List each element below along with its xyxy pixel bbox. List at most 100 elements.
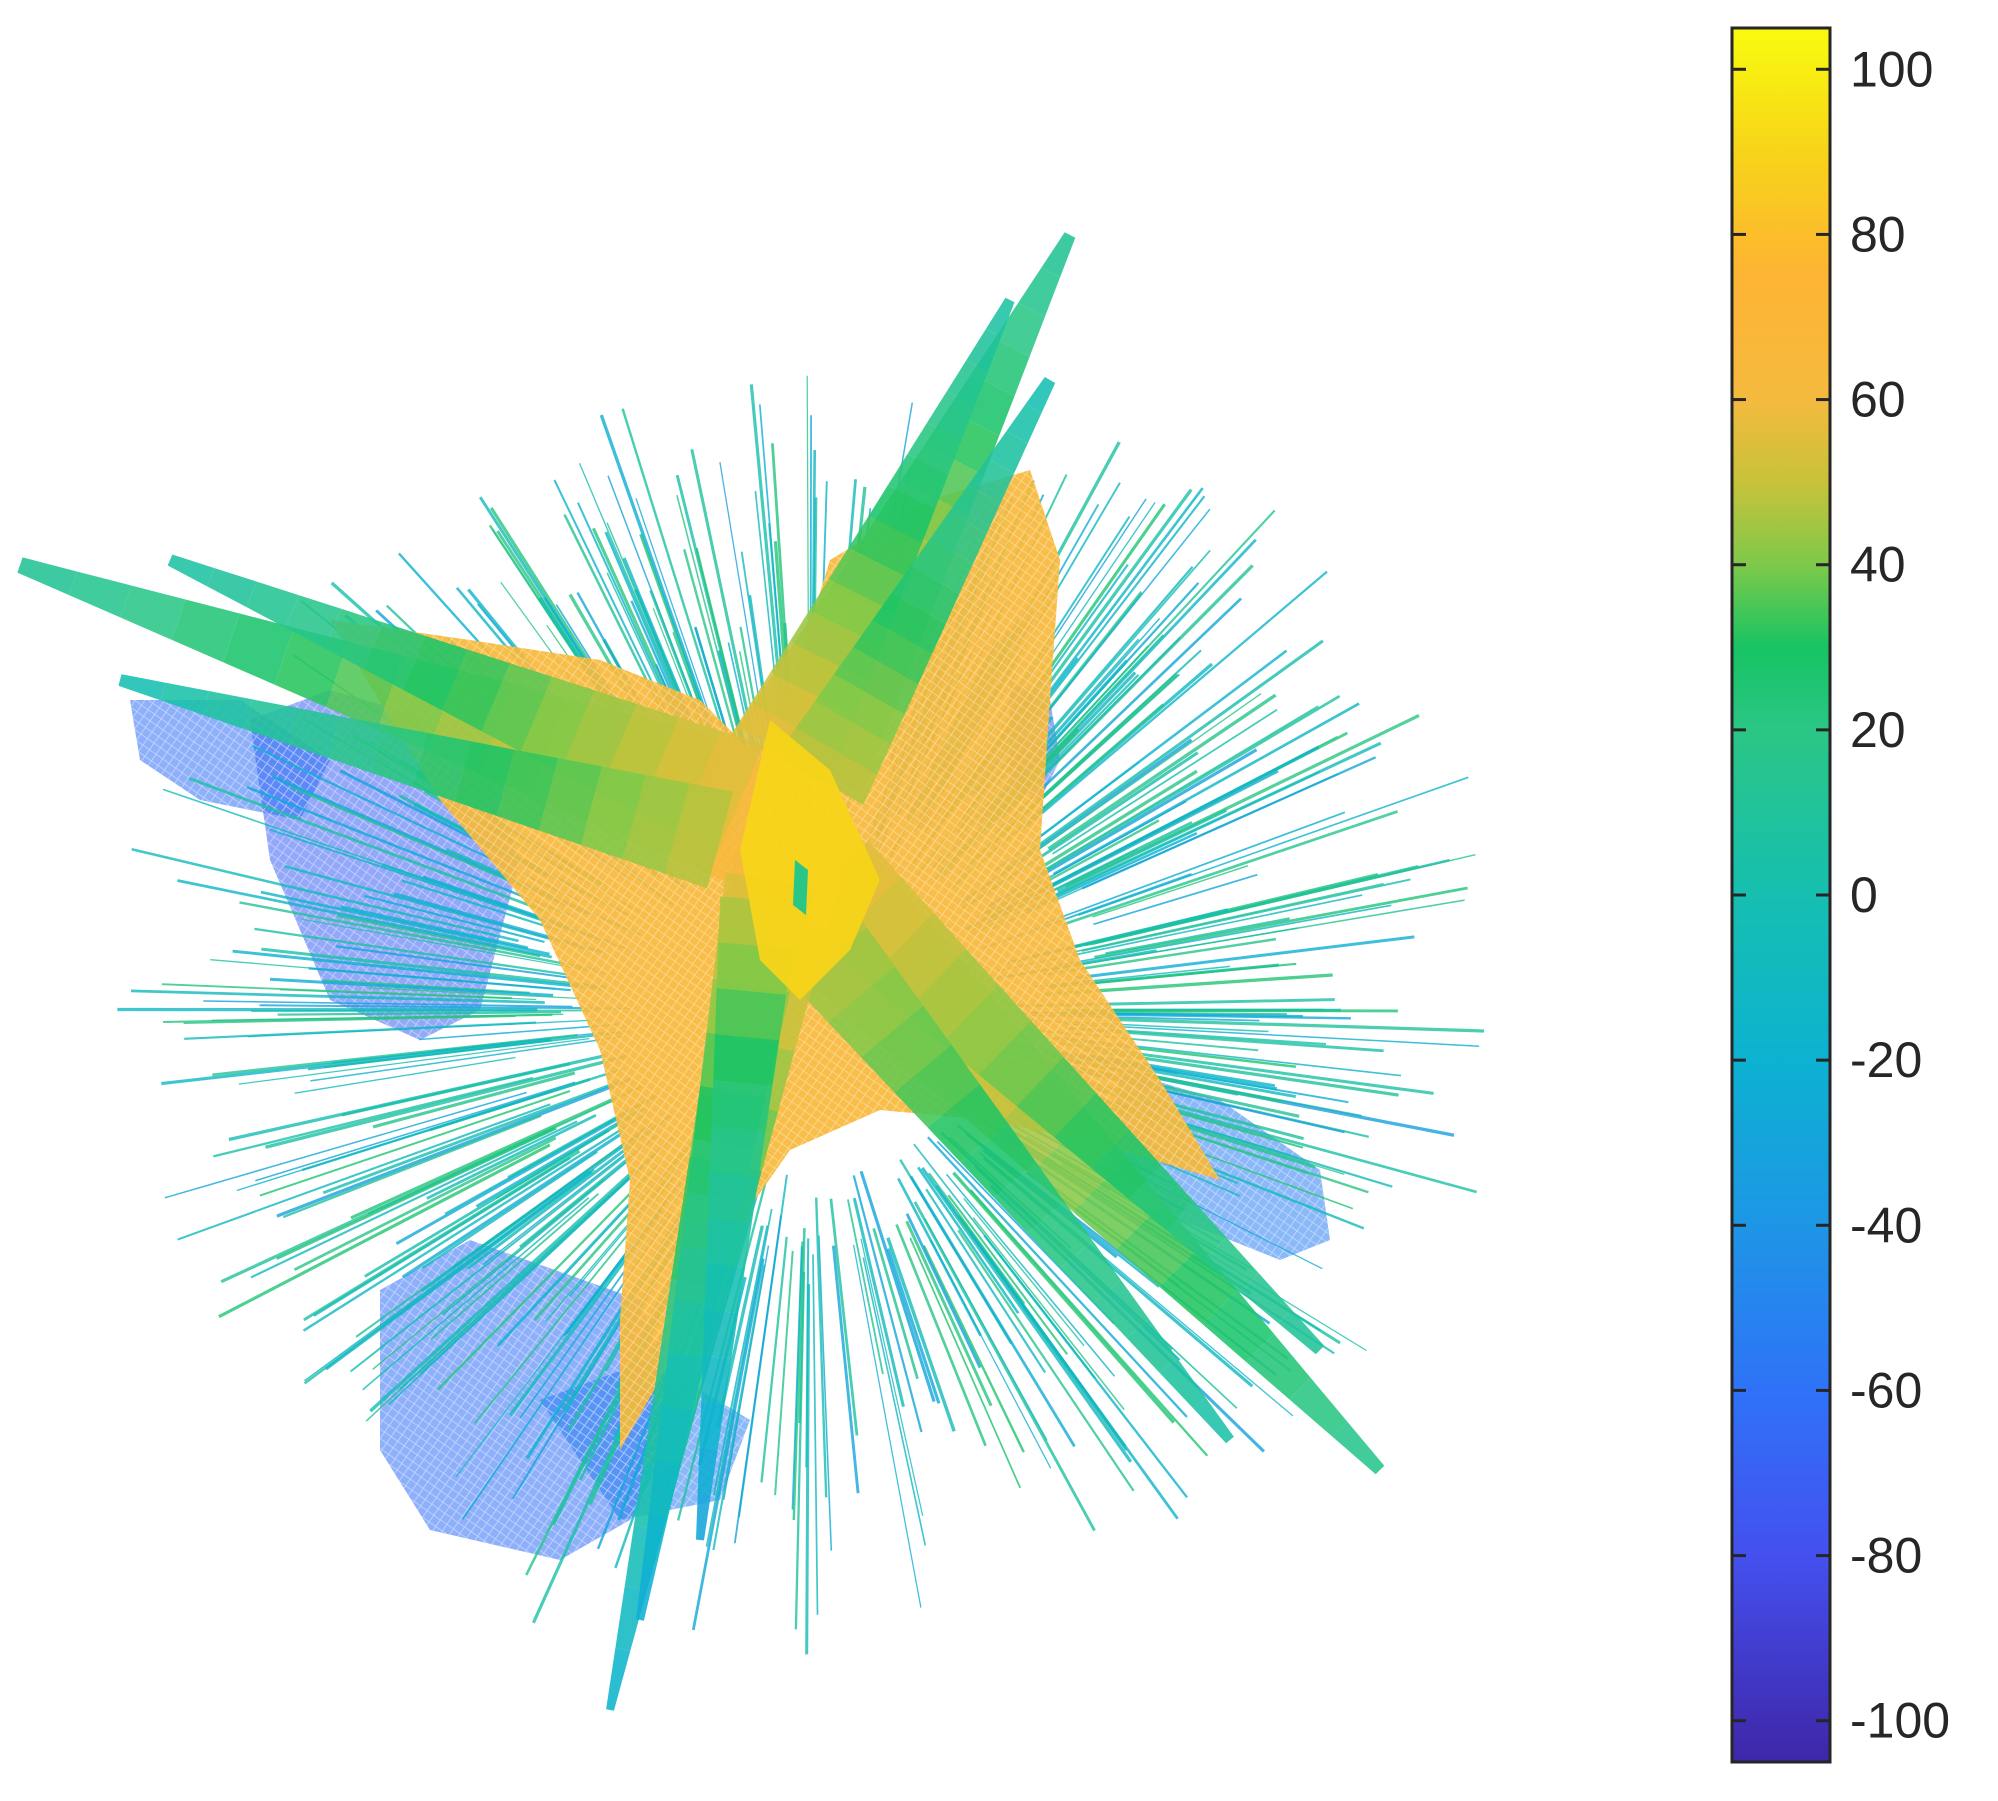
arm-lower-right — [827, 966, 924, 1058]
fringe-spike — [1109, 1017, 1485, 1033]
fringe-spike — [238, 1037, 590, 1085]
arm-lower-right — [861, 1005, 952, 1093]
fringe-spike — [917, 1166, 1020, 1314]
fringe-spike — [925, 1188, 1046, 1374]
arm-upper-left — [223, 613, 295, 685]
fringe-spike — [401, 879, 569, 935]
fringe-spike — [269, 977, 554, 997]
fringe-spike — [909, 1237, 1022, 1489]
arm-lower-right — [1053, 1093, 1129, 1169]
arm-lower-right — [1128, 1165, 1194, 1231]
fringe-spike — [909, 1175, 1076, 1448]
fringe-spike — [920, 1167, 1133, 1463]
fringe-spike — [972, 1217, 1125, 1411]
fringe-spike — [1041, 811, 1346, 926]
arm-lower-right — [1193, 1397, 1234, 1444]
fringe-spike — [259, 1004, 631, 1010]
fringe-spike — [829, 1198, 859, 1436]
fringe-spike — [860, 1238, 924, 1516]
fringe-spike — [164, 1091, 527, 1199]
colorbar-tick-label: 80 — [1850, 206, 1906, 262]
fringe-spike — [1025, 694, 1341, 884]
arm-lower-right — [1245, 1334, 1311, 1400]
fringe-spike — [791, 1246, 803, 1510]
arm-lower-right — [993, 1162, 1065, 1233]
fringe-spike — [952, 1171, 1176, 1424]
arm-lower-right — [1289, 1378, 1348, 1437]
fringe-spike — [1081, 756, 1377, 890]
fringe-spike — [368, 987, 579, 1000]
colorbar-tick-label: -40 — [1850, 1197, 1922, 1253]
fringe-spike — [324, 1170, 593, 1371]
colorbar-tick-label: 40 — [1850, 537, 1906, 593]
fringe-spike — [1074, 935, 1415, 980]
fringe-spike — [232, 949, 602, 991]
fringe-spike — [1090, 853, 1476, 946]
fringe-spike — [365, 1155, 653, 1422]
arm-upper-right — [994, 303, 1045, 357]
arm-upper-left — [370, 724, 428, 788]
fringe-spike — [895, 1223, 987, 1447]
fringe-spike — [282, 1114, 542, 1219]
fringe-spike — [401, 1129, 627, 1279]
arm-lower-left — [697, 1447, 718, 1495]
fringe-spike — [805, 1284, 811, 1655]
fringe-spike — [812, 1254, 819, 1615]
fringe-spike — [963, 1197, 1085, 1347]
fringe-spike — [482, 1151, 628, 1266]
fringe-spike — [886, 1248, 941, 1404]
fringe-spike — [947, 1194, 1069, 1355]
fringe-spike — [862, 1257, 927, 1546]
fringe-spike — [188, 776, 552, 915]
fringe-spike — [336, 914, 541, 958]
fringe-spike — [872, 1228, 919, 1380]
fringe-spike — [859, 1170, 936, 1403]
arm-lower-right — [1203, 1237, 1259, 1293]
fringe-spike — [261, 947, 607, 989]
colorbar-tick-label: -60 — [1850, 1362, 1922, 1418]
fringe-spike — [969, 1189, 1209, 1457]
fringe-spike — [161, 1037, 551, 1086]
fringe-spike — [852, 1175, 923, 1433]
fringe-spike — [349, 1155, 625, 1373]
fringe-spike — [733, 1215, 782, 1544]
fringe-spike — [307, 1030, 629, 1071]
fringe-spike — [276, 1127, 557, 1260]
fringe-spike — [1043, 899, 1465, 972]
fringe-spike — [913, 1143, 1096, 1379]
fringe-spike — [691, 1258, 765, 1631]
fringe-spike — [203, 1000, 573, 1008]
surface-plot — [17, 232, 1485, 1711]
fringe-spike — [852, 1244, 922, 1608]
fringe-spike — [239, 901, 595, 971]
arm-lower-left — [713, 1034, 780, 1086]
arm-upper-right — [910, 539, 973, 594]
arm-lower-left — [711, 1080, 773, 1132]
fringe-spike — [1024, 570, 1328, 829]
fringe-spike — [945, 1173, 1116, 1377]
arm-lower-right — [1159, 1246, 1238, 1325]
fringe-spike — [163, 1013, 553, 1024]
center-core — [740, 720, 880, 1000]
fringe-spike — [818, 1235, 833, 1551]
fringe-spike — [831, 1245, 860, 1494]
arm-upper-right — [1006, 404, 1042, 444]
fringe-spike — [913, 1201, 1096, 1532]
fringe-spike — [1052, 708, 1278, 855]
fringe-spike — [846, 1199, 884, 1375]
fringe-spike — [308, 967, 571, 992]
fringe-spike — [259, 1090, 571, 1197]
fringe-spike — [340, 905, 529, 950]
arm-lower-left — [704, 1263, 746, 1313]
arm-upper-left — [581, 766, 646, 860]
arm-lower-right — [979, 1020, 1064, 1106]
fringe-spike — [957, 1229, 1135, 1492]
arm-upper-left — [623, 774, 690, 874]
fringe-spike — [1094, 886, 1468, 959]
colorbar-tick-label: 0 — [1850, 867, 1878, 923]
arm-upper-right — [907, 422, 962, 475]
arm-upper-left — [246, 581, 299, 628]
fringe-spike — [177, 1103, 551, 1241]
colorbar: 100 80 60 40 20 0 -20 -40 -60 -80 -100 — [1730, 26, 1950, 1764]
